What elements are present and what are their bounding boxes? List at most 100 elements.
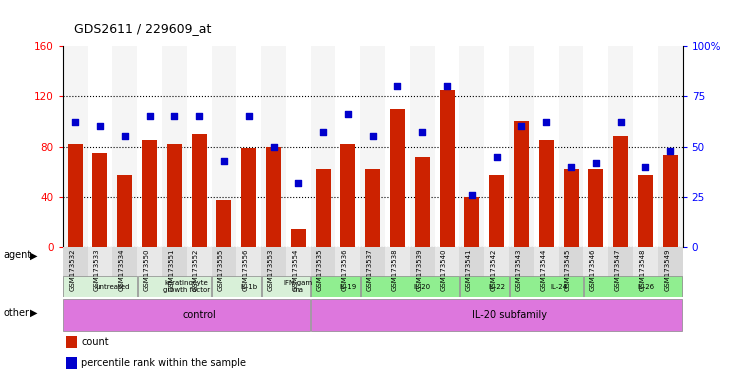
Bar (584, 247, 608, 297)
Point (441, 83, 453, 89)
Text: percentile rank within the sample: percentile rank within the sample (81, 358, 246, 368)
Bar (88, 46, 112, 247)
Bar (236, 46, 261, 247)
Text: GSM173553: GSM173553 (267, 248, 274, 291)
Bar (460, 276, 508, 297)
Bar (63, 46, 88, 247)
Point (664, 147, 676, 154)
Point (367, 133, 379, 139)
Bar (360, 46, 385, 247)
Bar (390, 109, 405, 247)
Text: agent: agent (4, 250, 32, 260)
Bar (192, 134, 207, 247)
Bar (117, 175, 132, 247)
Bar (658, 247, 683, 297)
Bar (266, 147, 281, 247)
Text: GSM173546: GSM173546 (590, 248, 596, 291)
Text: IL-26: IL-26 (637, 284, 654, 290)
Text: GSM173545: GSM173545 (565, 248, 571, 291)
Bar (514, 121, 529, 247)
Text: GSM173555: GSM173555 (218, 248, 224, 291)
Text: IFN-gam
ma: IFN-gam ma (283, 280, 313, 293)
Text: GSM173556: GSM173556 (243, 248, 249, 291)
Point (516, 123, 528, 129)
Bar (588, 169, 603, 247)
Text: GSM173551: GSM173551 (168, 248, 174, 291)
Bar (608, 46, 633, 247)
Point (218, 157, 230, 164)
Point (416, 129, 428, 136)
Text: control: control (182, 310, 216, 320)
Bar (162, 247, 187, 297)
Bar (63, 299, 310, 331)
Point (590, 159, 601, 166)
Bar (216, 200, 231, 247)
Bar (66, 358, 77, 369)
Bar (68, 144, 83, 247)
Bar (261, 46, 286, 247)
Bar (311, 46, 336, 247)
Bar (112, 46, 137, 247)
Point (144, 113, 156, 119)
Point (565, 164, 577, 170)
Bar (509, 276, 583, 297)
Text: ▶: ▶ (30, 250, 37, 260)
Bar (316, 169, 331, 247)
Text: GSM173543: GSM173543 (515, 248, 522, 291)
Bar (365, 169, 380, 247)
Text: GSM173541: GSM173541 (466, 248, 472, 291)
Text: GSM173535: GSM173535 (317, 248, 323, 291)
Bar (112, 247, 137, 297)
Bar (66, 336, 77, 348)
Bar (410, 247, 435, 297)
Bar (484, 247, 509, 297)
Bar (638, 175, 653, 247)
Bar (162, 46, 187, 247)
Text: IL-1b: IL-1b (240, 284, 258, 290)
Bar (261, 247, 286, 297)
Text: GSM173549: GSM173549 (664, 248, 670, 291)
Bar (460, 247, 484, 297)
Bar (385, 247, 410, 297)
Point (69, 119, 81, 126)
Point (243, 113, 255, 119)
Point (193, 113, 205, 119)
Text: untreated: untreated (95, 284, 129, 290)
Bar (435, 46, 460, 247)
Text: GSM173532: GSM173532 (69, 248, 75, 291)
Bar (484, 46, 509, 247)
Point (94, 123, 106, 129)
Text: GSM173540: GSM173540 (441, 248, 447, 291)
Bar (559, 46, 584, 247)
Point (268, 144, 280, 150)
Bar (613, 136, 628, 247)
Bar (236, 247, 261, 297)
Bar (92, 153, 107, 247)
Bar (385, 46, 410, 247)
Text: IL-24: IL-24 (550, 284, 568, 290)
Text: GSM173533: GSM173533 (94, 248, 100, 291)
Point (615, 119, 627, 126)
Bar (460, 46, 484, 247)
Bar (633, 46, 658, 247)
Bar (361, 276, 459, 297)
Bar (435, 247, 460, 297)
Bar (410, 46, 435, 247)
Text: IL-20 subfamily: IL-20 subfamily (472, 310, 547, 320)
Text: GSM173542: GSM173542 (491, 248, 497, 291)
Bar (559, 247, 584, 297)
Bar (212, 276, 261, 297)
Bar (286, 247, 311, 297)
Point (119, 133, 131, 139)
Text: GSM173544: GSM173544 (540, 248, 546, 291)
Text: GDS2611 / 229609_at: GDS2611 / 229609_at (74, 22, 211, 35)
Text: other: other (4, 308, 30, 318)
Bar (187, 46, 212, 247)
Bar (212, 46, 236, 247)
Point (466, 192, 477, 198)
Point (491, 154, 503, 160)
Bar (633, 247, 658, 297)
Point (392, 83, 404, 89)
Text: GSM173552: GSM173552 (193, 248, 199, 291)
Text: GSM173547: GSM173547 (615, 248, 621, 291)
